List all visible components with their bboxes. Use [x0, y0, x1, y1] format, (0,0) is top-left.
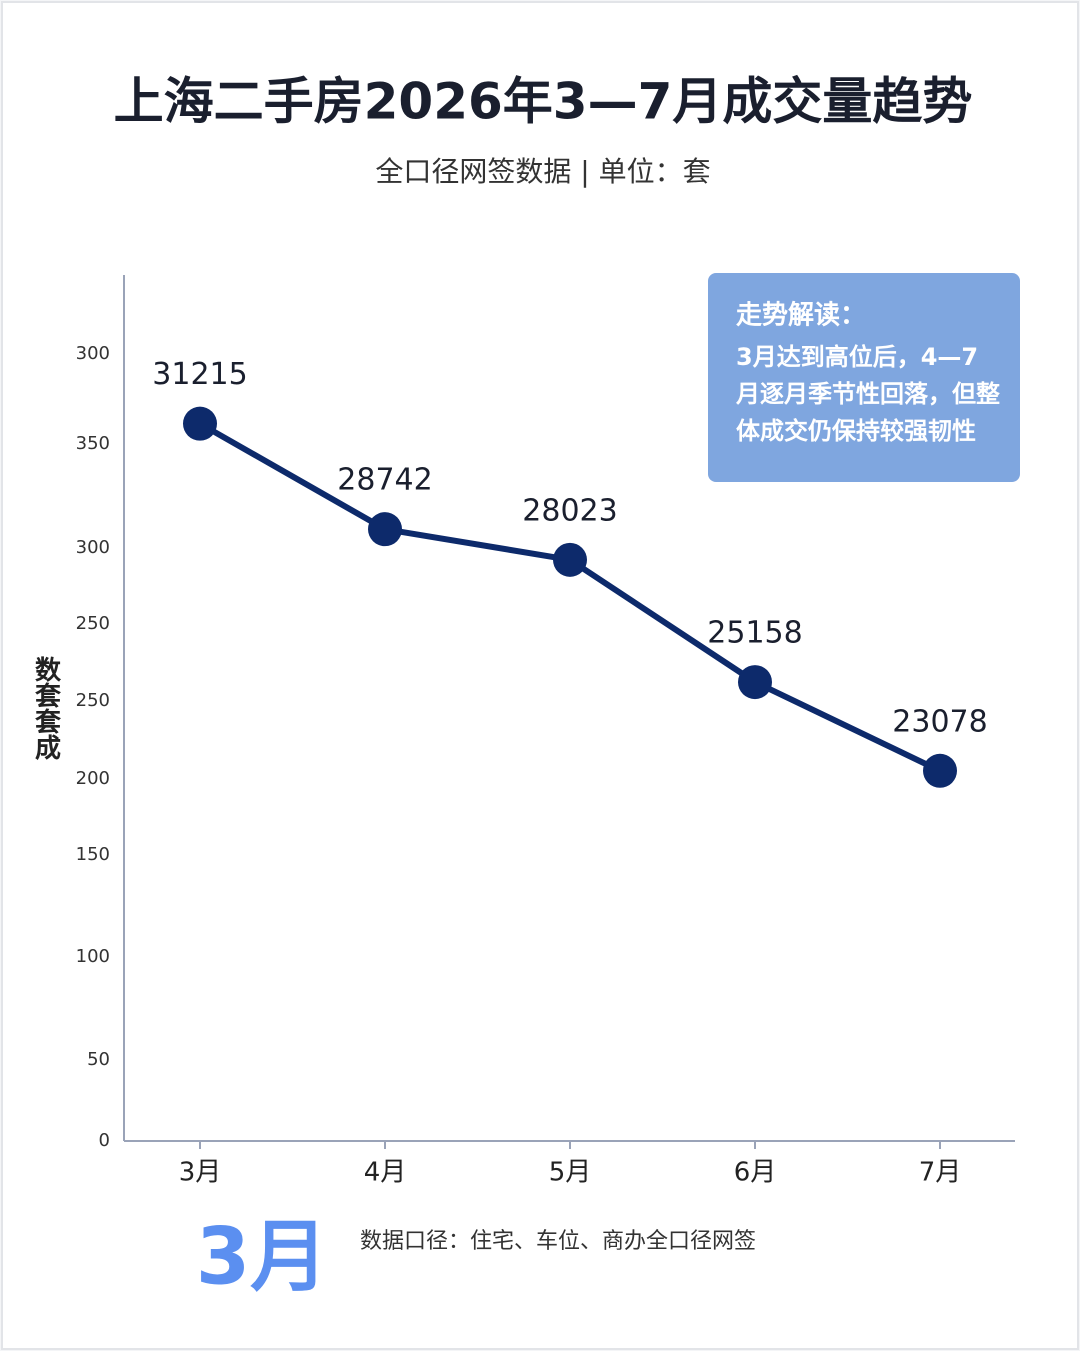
x-tick-label: 7月: [919, 1158, 962, 1188]
x-tick-label: 6月: [734, 1158, 777, 1188]
point: [738, 665, 772, 700]
annotation-text: 月逐月季节性回落，但整: [735, 380, 1000, 408]
data-label: 31215: [152, 357, 247, 392]
y-tick-label: 150: [76, 844, 110, 865]
chart-title: 上海二手房2026年3—7月成交量趋势: [114, 73, 973, 131]
y-tick-label: 350: [76, 433, 110, 454]
point: [553, 542, 587, 577]
data-label: 25158: [707, 616, 802, 651]
annotation-title: 走势解读：: [736, 301, 866, 331]
data-label: 28742: [337, 463, 432, 498]
annotation-text: 3月达到高位后，4—7: [736, 343, 978, 371]
y-tick-label: 50: [87, 1049, 110, 1070]
x-tick-label: 5月: [549, 1158, 592, 1188]
chart-subtitle: 全口径网签数据 | 单位：套: [375, 155, 710, 188]
y-tick-label: 0: [99, 1130, 110, 1151]
y-axis-label: 数套套成: [31, 656, 61, 761]
y-tick-label: 250: [76, 690, 110, 711]
annotation-box: [708, 273, 1020, 482]
note: 数据口径：住宅、车位、商办全口径网签: [360, 1229, 756, 1254]
y-tick-label: 200: [76, 768, 110, 789]
y-tick-label: 100: [76, 946, 110, 967]
y-tick-label: 300: [76, 537, 110, 558]
y-tick-label: 250: [76, 613, 110, 634]
annotation-text: 体成交仍保持较强韧性: [736, 417, 976, 445]
data-label: 23078: [892, 704, 987, 739]
point: [923, 753, 957, 788]
y-tick-label: 300: [76, 343, 110, 364]
x-tick-label: 3月: [179, 1158, 222, 1188]
point: [368, 512, 402, 547]
point: [183, 406, 217, 441]
x-tick-label: 4月: [364, 1158, 407, 1188]
data-label: 28023: [522, 493, 617, 528]
badge: 3月: [196, 1212, 328, 1302]
